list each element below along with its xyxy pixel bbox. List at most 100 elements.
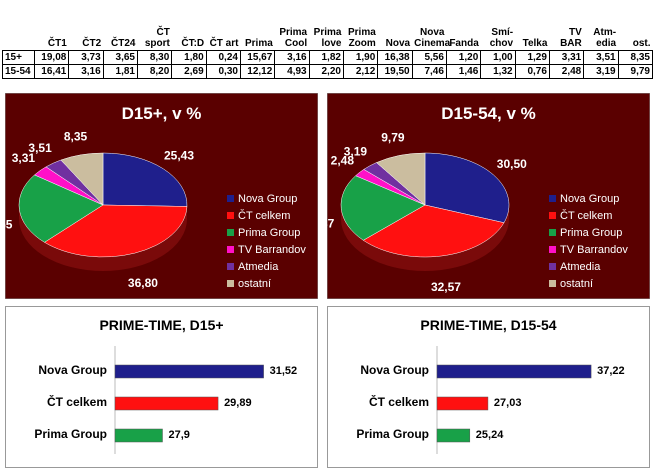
table-cell: 1,80 xyxy=(171,50,207,65)
pie-slice xyxy=(362,204,505,258)
table-cell: 19,08 xyxy=(33,50,70,65)
rating-table: ČT1 ČT2 ČT24 ČT sport ČT:D ČT art Prima Prima C… xyxy=(2,2,654,79)
column-header: ČT sport xyxy=(137,2,172,51)
bar xyxy=(114,364,264,379)
table-cell: 2,69 xyxy=(171,64,207,79)
category-label: Prima Group xyxy=(34,427,107,441)
column-header: Prima xyxy=(240,2,275,51)
table-cell: 15,67 xyxy=(239,50,276,65)
table-cell: 16,41 xyxy=(33,64,70,79)
legend-swatch xyxy=(227,246,234,253)
column-header: ČT art xyxy=(206,2,241,51)
legend-swatch xyxy=(549,280,556,287)
chart-title: PRIME-TIME, D15-54 xyxy=(420,317,556,333)
data-label: 32,57 xyxy=(431,280,461,294)
table-cell: 1,00 xyxy=(480,50,516,65)
data-label: 37,22 xyxy=(597,365,625,377)
chart-title: PRIME-TIME, D15+ xyxy=(99,317,223,333)
data-label: 9,79 xyxy=(381,130,405,144)
data-label: 25,43 xyxy=(164,148,194,162)
table-cell: 0,24 xyxy=(205,50,241,65)
data-label: 30,50 xyxy=(497,157,527,171)
category-label: ČT celkem xyxy=(47,394,107,409)
data-label: 25,24 xyxy=(476,429,504,441)
data-label: 2,48 xyxy=(331,153,355,167)
table-cell: 4,93 xyxy=(274,64,310,79)
legend-label: ostatní xyxy=(238,278,271,290)
table-row: 15+ 19,08 3,73 3,65 8,30 1,80 0,24 15,67 3,16 1,8… xyxy=(2,50,654,65)
legend-label: Atmedia xyxy=(560,261,601,273)
legend-label: Nova Group xyxy=(560,193,619,205)
column-header: Prima Cool xyxy=(274,2,310,51)
table-cell: 3,73 xyxy=(68,50,104,65)
panel-bg xyxy=(327,306,650,468)
table-cell: 0,76 xyxy=(514,64,550,79)
column-header: Telka xyxy=(515,2,550,51)
table-cell: 3,65 xyxy=(102,50,138,65)
legend-label: Atmedia xyxy=(238,261,279,273)
table-cell: 2,12 xyxy=(342,64,379,79)
data-label: 3,51 xyxy=(28,141,52,155)
legend-swatch xyxy=(549,212,556,219)
bar xyxy=(436,364,592,379)
table-row: 15-54 16,41 3,16 1,81 8,20 2,69 0,30 12,12 4,93 2… xyxy=(2,64,654,79)
table-cell: 9,79 xyxy=(617,64,654,79)
legend-label: ostatní xyxy=(560,278,593,290)
data-label: 36,80 xyxy=(128,276,158,290)
table-cell: 2,48 xyxy=(548,64,585,79)
pie-slice xyxy=(18,174,104,243)
table-cell: 7,46 xyxy=(411,64,447,79)
legend-swatch xyxy=(549,195,556,202)
data-label: 3,19 xyxy=(344,144,368,158)
bar xyxy=(114,396,219,411)
legend-swatch xyxy=(549,229,556,236)
column-header: Nova Cinema xyxy=(412,2,450,51)
table-cell: 0,30 xyxy=(205,64,241,79)
category-label: ČT celkem xyxy=(369,394,429,409)
table-cell: 1,46 xyxy=(445,64,482,79)
table-cell: 5,56 xyxy=(411,50,447,65)
bar xyxy=(436,428,471,443)
data-label: 27,9 xyxy=(168,429,189,441)
legend-swatch xyxy=(227,195,234,202)
column-header: Atm-edia xyxy=(583,2,619,51)
pie-slice xyxy=(340,175,426,241)
column-header: Nova xyxy=(377,2,413,51)
table-cell: 1,29 xyxy=(514,50,550,65)
column-header: ČT:D xyxy=(171,2,207,51)
legend-swatch xyxy=(549,246,556,253)
category-label: Prima Group xyxy=(356,427,429,441)
table-cell: 1,32 xyxy=(480,64,516,79)
legend-label: ČT celkem xyxy=(238,209,290,222)
category-label: Nova Group xyxy=(38,363,107,377)
column-header: ČT2 xyxy=(68,2,104,51)
table-cell: 3,19 xyxy=(583,64,619,79)
table-cell: 1,81 xyxy=(102,64,138,79)
bar xyxy=(114,428,163,443)
pie-slice xyxy=(424,152,510,223)
table-cell: 3,31 xyxy=(548,50,585,65)
data-label: 31,52 xyxy=(270,365,298,377)
legend-label: TV Barrandov xyxy=(238,244,306,256)
data-label: 8,35 xyxy=(64,130,88,144)
legend-label: ČT celkem xyxy=(560,209,612,222)
legend-swatch xyxy=(227,263,234,270)
bar xyxy=(436,396,489,411)
table-cell: 8,20 xyxy=(136,64,173,79)
legend-swatch xyxy=(549,263,556,270)
column-header: Prima Zoom xyxy=(343,2,378,51)
pie-slice xyxy=(60,152,104,206)
legend-swatch xyxy=(227,280,234,287)
table-cell: 19,50 xyxy=(377,64,413,79)
column-header: ČT1 xyxy=(34,2,69,51)
table-cell: 3,51 xyxy=(583,50,619,65)
table-cell: 1,90 xyxy=(342,50,379,65)
legend-label: Prima Group xyxy=(560,227,622,239)
legend-swatch xyxy=(227,229,234,236)
table-cell: 3,16 xyxy=(274,50,310,65)
column-header: Prima love xyxy=(309,2,344,51)
pie-slice xyxy=(44,204,188,258)
table-cell: 8,30 xyxy=(136,50,173,65)
table-cell: 1,82 xyxy=(308,50,344,65)
